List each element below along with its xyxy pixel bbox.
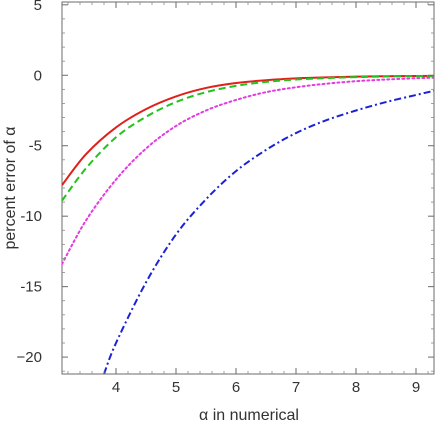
y-tick-label: -15 [20, 279, 42, 296]
series-dashed-green-line [62, 74, 434, 202]
x-tick-label: 5 [172, 379, 180, 396]
x-axis-title: α in numerical [199, 407, 299, 424]
x-tick-label: 7 [292, 379, 300, 396]
ticks-layer: 4 5 6 7 8 9 5 0 -5 -10 -15 −20 [17, 0, 434, 396]
x-tick-label: 8 [352, 379, 360, 396]
x-tick-label: 6 [232, 379, 240, 396]
y-tick-label: -5 [29, 138, 42, 155]
plot-frame [61, 1, 435, 375]
y-tick-label: −20 [17, 349, 42, 366]
y-tick-label: -10 [20, 208, 42, 225]
plot-border [61, 1, 435, 375]
x-tick-label: 9 [412, 379, 420, 396]
series-dashdot-blue-line [103, 89, 434, 374]
y-axis-title: percent error of α [2, 126, 19, 249]
y-tick-label: 0 [34, 67, 42, 84]
y-tick-label: 5 [34, 0, 42, 14]
x-tick-label: 4 [112, 379, 120, 396]
series-dotted-magenta-line [62, 76, 434, 266]
series-layer [62, 74, 434, 374]
series-solid-red-line [62, 74, 434, 186]
